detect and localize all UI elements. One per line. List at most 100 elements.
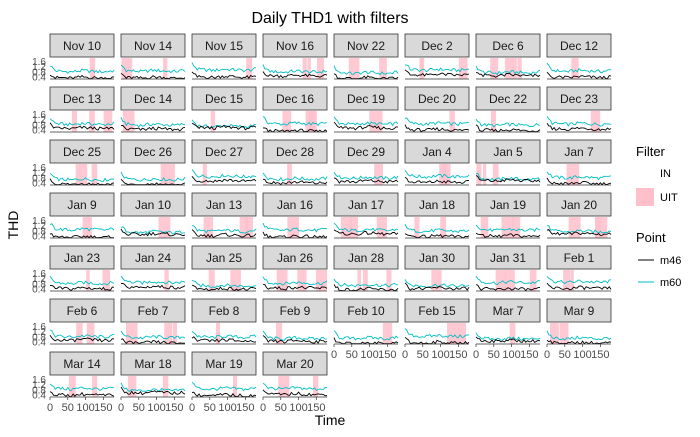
- facet-strip: [120, 139, 186, 164]
- facet-strip-label: Mar 7: [493, 304, 524, 318]
- uit-band: [563, 270, 571, 291]
- m60-series-line: [404, 279, 470, 288]
- facet-panel: Jan 20: [546, 192, 612, 239]
- uit-band: [374, 164, 383, 185]
- m46-series-line: [333, 177, 399, 184]
- uit-band: [160, 164, 166, 185]
- facet-panel: Mar 7 0 50 100 150: [473, 298, 541, 361]
- facet-panel: Feb 10 0 50 100 150: [331, 298, 399, 361]
- facet-strip-label: Nov 22: [347, 39, 385, 53]
- facet-strip-label: Mar 14: [63, 357, 101, 371]
- uit-band: [357, 270, 362, 291]
- facet-panel: Feb 8: [191, 298, 257, 345]
- y-tick-label: 0.4: [32, 73, 46, 84]
- m46-series-line: [546, 228, 612, 236]
- m46-series-line: [475, 72, 541, 78]
- m60-series-line: [333, 222, 399, 233]
- uit-band: [89, 111, 95, 132]
- y-tick-label: 1.2: [32, 221, 46, 232]
- facet-panel: Jan 23 0.40.81.21.6: [32, 245, 115, 296]
- uit-band: [164, 323, 173, 344]
- uit-band: [122, 111, 135, 132]
- facet-panel: Jan 17: [333, 192, 399, 239]
- m46-series-line: [191, 71, 257, 80]
- facet-strip: [49, 351, 115, 376]
- facet-strip: [191, 139, 257, 164]
- x-tick-label: 150: [378, 349, 396, 361]
- y-tick-label: 1.2: [32, 168, 46, 179]
- x-tick-label: 0: [473, 349, 479, 361]
- m60-series-line: [546, 171, 612, 181]
- facet-strip: [262, 192, 328, 217]
- m60-series-line: [262, 330, 328, 341]
- facet-panel: Dec 22: [475, 86, 541, 133]
- facet-panel: Jan 13: [191, 192, 257, 239]
- legend-point-label: m60: [660, 277, 681, 289]
- legend-filter-label: IN: [660, 168, 671, 180]
- facet-strip-label: Feb 8: [209, 304, 240, 318]
- facet-strip-label: Dec 12: [560, 39, 598, 53]
- x-tick-label: 0: [118, 402, 124, 414]
- uit-band: [68, 376, 76, 397]
- m60-series-line: [262, 276, 328, 286]
- facet-strip-label: Feb 15: [418, 304, 456, 318]
- facet-panel: Dec 19: [333, 86, 399, 133]
- facet-strip: [49, 245, 115, 270]
- facet-panel: Jan 9 0.40.81.21.6: [32, 192, 115, 243]
- facet-strip: [475, 139, 541, 164]
- facet-strip: [191, 245, 257, 270]
- y-tick-label: 1.6: [32, 163, 46, 174]
- m46-series-line: [49, 285, 115, 291]
- y-tick-label: 1.2: [32, 380, 46, 391]
- facet-panel: Dec 6: [475, 33, 541, 80]
- m60-series-line: [191, 331, 257, 340]
- facet-strip: [120, 298, 186, 323]
- uit-band: [570, 270, 574, 291]
- facet-strip-label: Mar 9: [564, 304, 595, 318]
- x-tick-label: 0: [260, 402, 266, 414]
- m46-series-line: [191, 336, 257, 343]
- uit-band: [203, 217, 214, 238]
- y-tick-label: 0.4: [32, 126, 46, 137]
- facet-strip-label: Jan 5: [493, 145, 523, 159]
- uit-band: [490, 58, 499, 79]
- y-tick-label: 1.6: [32, 110, 46, 121]
- m60-series-line: [546, 62, 612, 74]
- x-tick-label: 50: [204, 402, 216, 414]
- facet-strip-label: Mar 20: [276, 357, 314, 371]
- m46-series-line: [546, 282, 612, 291]
- m60-series-line: [475, 275, 541, 286]
- x-tick-label: 50: [133, 402, 145, 414]
- facet-strip-label: Dec 22: [489, 92, 527, 106]
- uit-band: [163, 58, 168, 79]
- m60-series-line: [546, 330, 612, 341]
- m60-series-line: [475, 65, 541, 76]
- facet-strip-label: Jan 7: [564, 145, 594, 159]
- legend-point-title: Point: [636, 230, 666, 245]
- facet-strip-label: Nov 15: [205, 39, 243, 53]
- facet-strip: [49, 139, 115, 164]
- y-tick-label: 0.8: [32, 226, 46, 237]
- m46-series-line: [262, 127, 328, 133]
- m60-series-line: [191, 381, 257, 392]
- facet-panel: Jan 18: [404, 192, 470, 239]
- facet-panel: Jan 25: [191, 245, 257, 292]
- m46-series-line: [49, 233, 114, 239]
- m60-series-line: [49, 172, 115, 182]
- facet-strip: [546, 298, 612, 323]
- x-tick-label: 0: [402, 349, 408, 361]
- facet-strip: [546, 86, 612, 111]
- x-tick-label: 50: [488, 349, 500, 361]
- uit-band: [458, 58, 468, 79]
- facet-strip: [475, 245, 541, 270]
- m60-series-line: [262, 222, 328, 233]
- uit-band: [233, 376, 238, 397]
- facet-strip: [191, 298, 257, 323]
- uit-band: [590, 111, 601, 132]
- uit-band: [302, 58, 307, 79]
- y-tick-label: 1.2: [32, 62, 46, 73]
- m46-series-line: [49, 122, 115, 131]
- facet-strip-label: Mar 19: [205, 357, 243, 371]
- x-tick-label: 50: [346, 349, 358, 361]
- facet-strip-label: Feb 1: [564, 251, 595, 265]
